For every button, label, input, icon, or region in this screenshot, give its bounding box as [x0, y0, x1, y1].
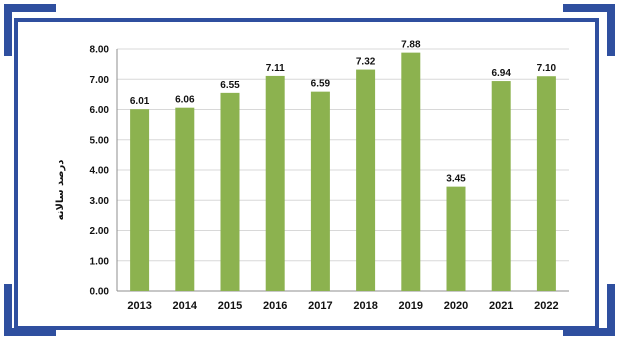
- bar: [175, 107, 195, 291]
- data-label: 6.59: [311, 79, 331, 90]
- frame-corner-top-right-v: [607, 4, 615, 56]
- frame-corner-bottom-right-v: [607, 284, 615, 336]
- y-tick-label: 8.00: [90, 45, 110, 56]
- data-label: 3.45: [446, 174, 466, 185]
- bars: [130, 52, 556, 291]
- x-tick-label: 2020: [444, 300, 468, 312]
- x-tick-label: 2014: [173, 300, 198, 312]
- bar: [310, 91, 330, 291]
- y-tick-label: 6.00: [90, 105, 110, 116]
- data-label: 6.06: [175, 95, 195, 106]
- y-tick-label: 5.00: [90, 135, 110, 146]
- x-tick-label: 2017: [308, 300, 332, 312]
- y-tick-label: 4.00: [90, 166, 110, 177]
- x-tick-label: 2015: [218, 300, 242, 312]
- frame-corner-bottom-right-h: [563, 328, 615, 336]
- bar: [130, 109, 150, 291]
- data-label: 7.11: [266, 63, 285, 74]
- chart-area: 6.01 6.06 6.55 7.11 6.59 7.32 7.88 3.45 6.94 7.10…: [23, 24, 593, 320]
- bar: [446, 186, 466, 291]
- y-tick-label: 1.00: [90, 256, 110, 267]
- tick-labels: 0.00 1.00 2.00 3.00 4.00 5.00 6.00 7.00 8.00 2013…: [90, 45, 559, 313]
- bar: [401, 52, 421, 291]
- data-label: 7.88: [401, 40, 421, 51]
- bar: [491, 81, 511, 291]
- frame-corner-bottom-left-h: [4, 328, 56, 336]
- data-label: 6.01: [130, 96, 150, 107]
- x-tick-label: 2016: [263, 300, 287, 312]
- y-tick-label: 3.00: [90, 196, 110, 207]
- x-tick-label: 2021: [489, 300, 513, 312]
- bar: [536, 76, 556, 291]
- frame-corner-top-left-v: [4, 4, 12, 56]
- data-label: 7.32: [356, 57, 376, 68]
- bar: [265, 75, 285, 291]
- bar-chart: 6.01 6.06 6.55 7.11 6.59 7.32 7.88 3.45 6.94 7.10…: [55, 40, 569, 313]
- bar: [356, 69, 376, 291]
- data-label: 6.94: [491, 68, 511, 79]
- y-tick-label: 2.00: [90, 226, 110, 237]
- frame-corner-top-left-h: [4, 4, 56, 12]
- bar: [220, 92, 240, 291]
- y-axis-label: درصد سالانه: [55, 160, 66, 221]
- x-tick-label: 2019: [399, 300, 423, 312]
- frame-corner-bottom-left-v: [4, 284, 12, 336]
- x-tick-label: 2013: [127, 300, 151, 312]
- data-label: 7.10: [537, 63, 557, 74]
- y-tick-label: 0.00: [90, 287, 110, 298]
- x-tick-label: 2022: [534, 300, 558, 312]
- y-tick-label: 7.00: [90, 75, 110, 86]
- x-tick-label: 2018: [353, 300, 377, 312]
- data-labels: 6.01 6.06 6.55 7.11 6.59 7.32 7.88 3.45 6.94 7.10: [130, 40, 557, 185]
- frame-corner-top-right-h: [563, 4, 615, 12]
- data-label: 6.55: [220, 80, 240, 91]
